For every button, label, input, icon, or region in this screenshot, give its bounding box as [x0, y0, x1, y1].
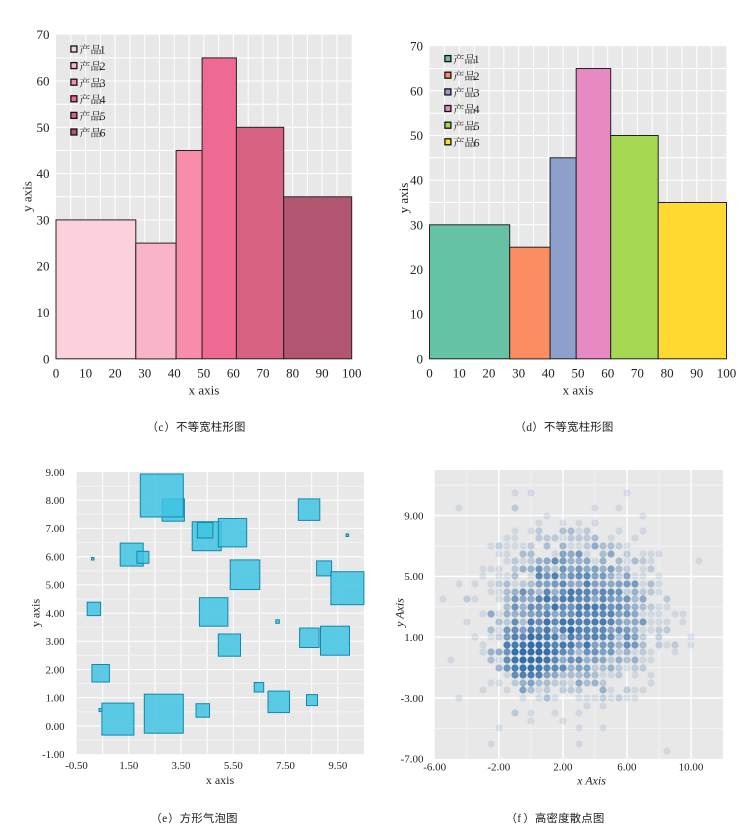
svg-text:d: d — [526, 422, 532, 434]
svg-text:0.00: 0.00 — [46, 721, 65, 733]
svg-text:-2.00: -2.00 — [487, 762, 510, 774]
svg-text:4: 4 — [474, 104, 480, 116]
svg-text:40: 40 — [168, 366, 181, 381]
svg-text:3.50: 3.50 — [172, 760, 191, 772]
svg-text:9.50: 9.50 — [328, 760, 347, 772]
svg-text:y axis: y axis — [20, 181, 35, 212]
svg-text:9.00: 9.00 — [404, 510, 424, 522]
svg-text:-7.00: -7.00 — [401, 754, 424, 766]
svg-text:1: 1 — [474, 54, 480, 66]
svg-text:y axis: y axis — [396, 183, 411, 214]
svg-text:5: 5 — [100, 111, 106, 123]
svg-text:50: 50 — [572, 366, 585, 381]
svg-text:1.50: 1.50 — [119, 760, 138, 772]
svg-text:10: 10 — [453, 366, 466, 381]
svg-text:10: 10 — [37, 305, 50, 320]
svg-text:x Axis: x Axis — [576, 774, 606, 788]
svg-text:y axis: y axis — [29, 599, 43, 628]
svg-text:70: 70 — [257, 366, 270, 381]
svg-text:70: 70 — [631, 366, 644, 381]
svg-text:f: f — [517, 813, 521, 825]
svg-text:40: 40 — [410, 173, 423, 188]
svg-text:x axis: x axis — [189, 383, 220, 398]
svg-text:60: 60 — [601, 366, 614, 381]
svg-text:30: 30 — [138, 366, 151, 381]
svg-text:3: 3 — [100, 78, 106, 90]
svg-text:3: 3 — [474, 88, 480, 100]
svg-text:9.00: 9.00 — [46, 467, 65, 479]
svg-text:e: e — [162, 813, 167, 825]
svg-text:1.00: 1.00 — [46, 693, 65, 705]
svg-text:1.00: 1.00 — [404, 632, 424, 644]
svg-text:20: 20 — [109, 366, 122, 381]
svg-text:x axis: x axis — [563, 383, 594, 398]
svg-text:0: 0 — [43, 351, 50, 366]
svg-text:4: 4 — [100, 94, 106, 106]
svg-text:6: 6 — [100, 128, 106, 140]
svg-text:10.00: 10.00 — [679, 762, 704, 774]
svg-text:6.00: 6.00 — [617, 762, 637, 774]
svg-text:80: 80 — [286, 366, 299, 381]
svg-text:20: 20 — [482, 366, 495, 381]
svg-text:4.00: 4.00 — [46, 608, 65, 620]
svg-text:5.50: 5.50 — [224, 760, 243, 772]
svg-text:0: 0 — [417, 351, 424, 366]
svg-text:c: c — [158, 422, 163, 434]
svg-text:30: 30 — [37, 212, 50, 227]
svg-text:10: 10 — [410, 307, 423, 322]
svg-text:x axis: x axis — [206, 773, 235, 787]
svg-text:3.00: 3.00 — [46, 636, 65, 648]
svg-text:-6.00: -6.00 — [423, 762, 446, 774]
svg-text:-0.50: -0.50 — [65, 760, 88, 772]
svg-text:6: 6 — [474, 137, 480, 149]
svg-text:5.00: 5.00 — [404, 571, 424, 583]
svg-text:20: 20 — [410, 262, 423, 277]
svg-text:1: 1 — [100, 45, 106, 57]
svg-text:7.50: 7.50 — [276, 760, 295, 772]
svg-text:60: 60 — [410, 83, 423, 98]
svg-text:0: 0 — [426, 366, 433, 381]
svg-text:60: 60 — [37, 74, 50, 89]
svg-text:70: 70 — [37, 27, 50, 42]
svg-text:90: 90 — [690, 366, 703, 381]
svg-text:70: 70 — [410, 39, 423, 54]
svg-text:2.00: 2.00 — [553, 762, 573, 774]
svg-text:y Axis: y Axis — [393, 598, 407, 628]
svg-text:-3.00: -3.00 — [401, 693, 424, 705]
svg-text:50: 50 — [37, 120, 50, 135]
svg-text:50: 50 — [197, 366, 210, 381]
svg-text:60: 60 — [227, 366, 240, 381]
svg-text:100: 100 — [342, 366, 362, 381]
svg-text:6.00: 6.00 — [46, 552, 65, 564]
svg-text:80: 80 — [661, 366, 674, 381]
svg-text:100: 100 — [717, 366, 737, 381]
svg-text:30: 30 — [410, 217, 423, 232]
svg-text:5.00: 5.00 — [46, 580, 65, 592]
svg-text:2: 2 — [100, 61, 106, 73]
svg-text:8.00: 8.00 — [46, 495, 65, 507]
svg-text:10: 10 — [79, 366, 92, 381]
svg-text:50: 50 — [410, 128, 423, 143]
svg-text:90: 90 — [316, 366, 329, 381]
svg-text:-1.00: -1.00 — [42, 749, 65, 761]
svg-text:7.00: 7.00 — [46, 523, 65, 535]
svg-text:40: 40 — [37, 166, 50, 181]
svg-text:20: 20 — [37, 259, 50, 274]
svg-text:40: 40 — [542, 366, 555, 381]
svg-text:0: 0 — [53, 366, 60, 381]
svg-text:30: 30 — [512, 366, 525, 381]
svg-text:2.00: 2.00 — [46, 664, 65, 676]
svg-text:2: 2 — [474, 71, 480, 83]
svg-text:5: 5 — [474, 121, 480, 133]
